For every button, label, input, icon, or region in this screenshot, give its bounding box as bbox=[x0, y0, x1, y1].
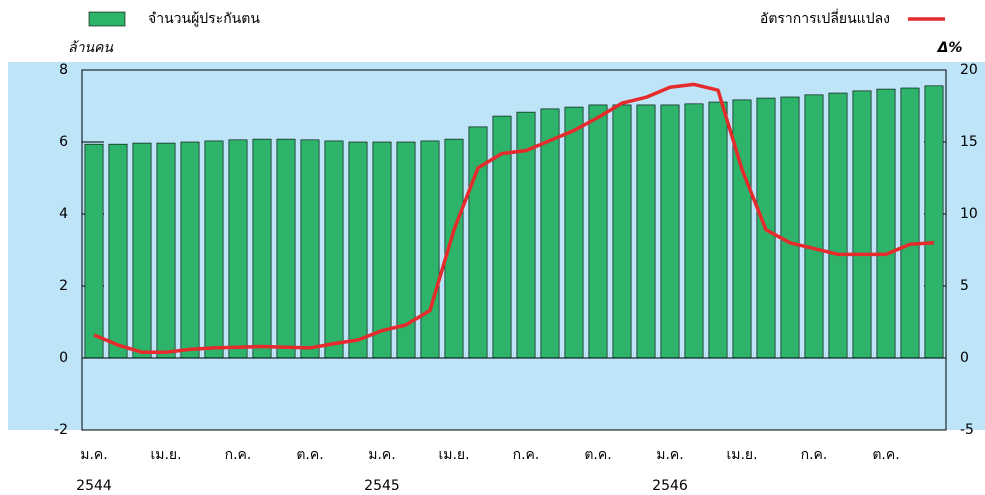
bar bbox=[180, 141, 200, 359]
bar bbox=[228, 139, 248, 359]
year-label: 2544 bbox=[76, 478, 112, 494]
bar bbox=[372, 141, 392, 359]
y-axis-label: ล้านคน bbox=[68, 40, 113, 56]
x-tick-label: เม.ย. bbox=[726, 447, 757, 463]
bar bbox=[420, 140, 440, 359]
bar bbox=[780, 96, 800, 359]
bar bbox=[84, 143, 104, 359]
bar bbox=[660, 104, 680, 359]
bar bbox=[684, 103, 704, 359]
x-tick-label: ม.ค. bbox=[656, 447, 684, 463]
bar bbox=[348, 141, 368, 359]
x-tick-label: ม.ค. bbox=[368, 447, 396, 463]
bar bbox=[132, 142, 152, 359]
y-tick-label: 4 bbox=[59, 206, 68, 222]
bar bbox=[636, 104, 656, 359]
bar bbox=[804, 94, 824, 359]
x-tick-label: ต.ค. bbox=[872, 447, 899, 463]
year-label: 2546 bbox=[652, 478, 688, 494]
year-label: 2545 bbox=[364, 478, 400, 494]
bar bbox=[876, 88, 896, 359]
x-tick-label: เม.ย. bbox=[150, 447, 181, 463]
y2-tick-label: 10 bbox=[960, 206, 978, 222]
bar bbox=[156, 142, 176, 359]
bar bbox=[468, 126, 488, 359]
y2-tick-label: 20 bbox=[960, 62, 978, 78]
legend-label: อัตราการเปลี่ยนแปลง bbox=[760, 9, 890, 27]
legend-label: จำนวนผู้ประกันตน bbox=[148, 11, 260, 27]
bar bbox=[252, 138, 272, 359]
bar bbox=[540, 108, 560, 359]
y-tick-label: 0 bbox=[59, 350, 68, 366]
bar bbox=[204, 140, 224, 359]
y-tick-label: 8 bbox=[59, 62, 68, 78]
y2-tick-label: 0 bbox=[960, 350, 969, 366]
bar bbox=[588, 104, 608, 359]
x-tick-label: ก.ค. bbox=[801, 447, 828, 463]
bar bbox=[276, 138, 296, 359]
x-tick-label: ก.ค. bbox=[225, 447, 252, 463]
bar bbox=[708, 101, 728, 359]
line bbox=[93, 82, 935, 354]
bar bbox=[852, 90, 872, 359]
y2-axis-label: Δ% bbox=[937, 40, 963, 56]
bar bbox=[612, 104, 632, 359]
bar bbox=[300, 139, 320, 359]
bar bbox=[324, 140, 344, 359]
bar bbox=[108, 143, 128, 359]
x-tick-label: ม.ค. bbox=[80, 447, 108, 463]
x-tick-label: ต.ค. bbox=[296, 447, 323, 463]
y-tick-label: 6 bbox=[59, 134, 68, 150]
bar bbox=[564, 106, 584, 359]
legend-swatch bbox=[88, 11, 126, 27]
bar bbox=[828, 92, 848, 359]
plot-frame bbox=[81, 69, 947, 431]
x-tick-label: ก.ค. bbox=[513, 447, 540, 463]
x-tick-label: เม.ย. bbox=[438, 447, 469, 463]
bar bbox=[924, 85, 944, 359]
x-tick-label: ต.ค. bbox=[584, 447, 611, 463]
y2-tick-label: -5 bbox=[960, 422, 974, 438]
y2-tick-label: 5 bbox=[960, 278, 969, 294]
y2-tick-label: 15 bbox=[960, 134, 978, 150]
y-tick-label: 2 bbox=[59, 278, 68, 294]
bar bbox=[732, 99, 752, 359]
bar bbox=[900, 87, 920, 359]
y-tick-label: -2 bbox=[54, 422, 68, 438]
